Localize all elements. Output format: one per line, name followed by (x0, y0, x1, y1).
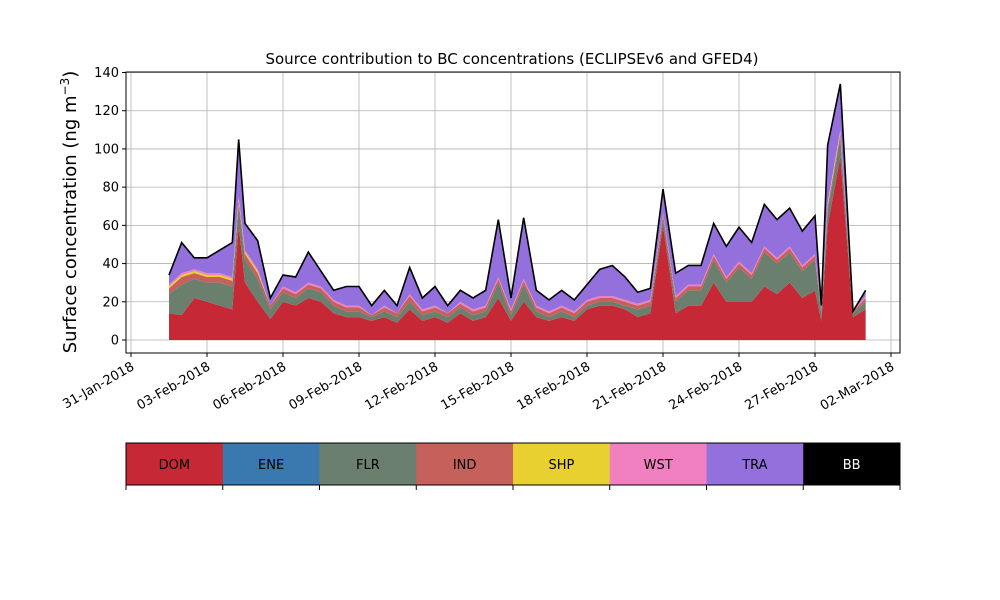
legend-label-flr: FLR (356, 458, 380, 473)
legend-label-wst: WST (644, 458, 673, 473)
x-tick-label: 15-Feb-2018 (438, 359, 517, 413)
legend-label-ene: ENE (258, 458, 284, 473)
y-tick-label: 40 (102, 257, 119, 272)
y-axis-label-superscript: −3 (58, 78, 72, 96)
x-tick-label: 27-Feb-2018 (742, 359, 821, 413)
legend-swatch-ene (222, 443, 320, 485)
x-tick-label: 12-Feb-2018 (362, 359, 441, 413)
legend-swatch-dom (126, 443, 224, 485)
legend-label-dom: DOM (159, 458, 190, 473)
legend-colorbar: DOM ENE FLR IND SHP WST TRA BB (125, 442, 901, 490)
axes (125, 71, 901, 354)
x-tick-label: 21-Feb-2018 (590, 359, 669, 413)
area-series-tra (169, 83, 866, 316)
legend-label-tra: TRA (741, 458, 767, 473)
legend-swatch-flr (319, 443, 417, 485)
x-tick-label: 02-Mar-2018 (818, 359, 897, 413)
plot-frame (125, 71, 901, 354)
y-tick-label: 120 (94, 104, 119, 119)
y-tick-label: 20 (102, 295, 119, 310)
x-tick-label: 09-Feb-2018 (286, 359, 365, 413)
legend-swatch-bb (803, 443, 901, 485)
x-tick-label: 03-Feb-2018 (134, 359, 213, 413)
x-axis-ticks: 31-Jan-201803-Feb-201806-Feb-201809-Feb-… (60, 353, 897, 414)
x-tick-label: 31-Jan-2018 (60, 359, 137, 412)
y-tick-label: 140 (94, 66, 119, 81)
y-tick-label: 60 (102, 219, 119, 234)
y-axis-ticks: 0 20 40 60 80 100 120 140 (94, 66, 126, 349)
x-tick-label: 06-Feb-2018 (210, 359, 289, 413)
y-tick-label: 80 (102, 181, 119, 196)
total-concentration-line (168, 83, 867, 314)
legend-label-ind: IND (453, 458, 477, 473)
legend-label-shp: SHP (548, 458, 574, 473)
y-tick-label: 0 (111, 334, 119, 349)
x-tick-label: 18-Feb-2018 (514, 359, 593, 413)
y-axis-label-main: Surface concentration (ng m (60, 95, 81, 353)
x-tick-label: 24-Feb-2018 (666, 359, 745, 413)
legend-swatch-wst (609, 443, 707, 485)
area-series-dom (169, 156, 866, 340)
y-tick-label: 100 (94, 142, 119, 157)
total-line-layer (168, 83, 867, 314)
legend-swatch-tra (706, 443, 804, 485)
legend-label-bb: BB (843, 458, 861, 473)
legend-swatch-ind (416, 443, 514, 485)
legend-swatch-shp (513, 443, 611, 485)
stacked-areas (169, 83, 866, 340)
chart-title: Source contribution to BC concentrations… (265, 50, 758, 68)
y-axis-label: Surface concentration (ng m−3) (58, 71, 81, 354)
y-axis-label-close: ) (60, 71, 81, 78)
